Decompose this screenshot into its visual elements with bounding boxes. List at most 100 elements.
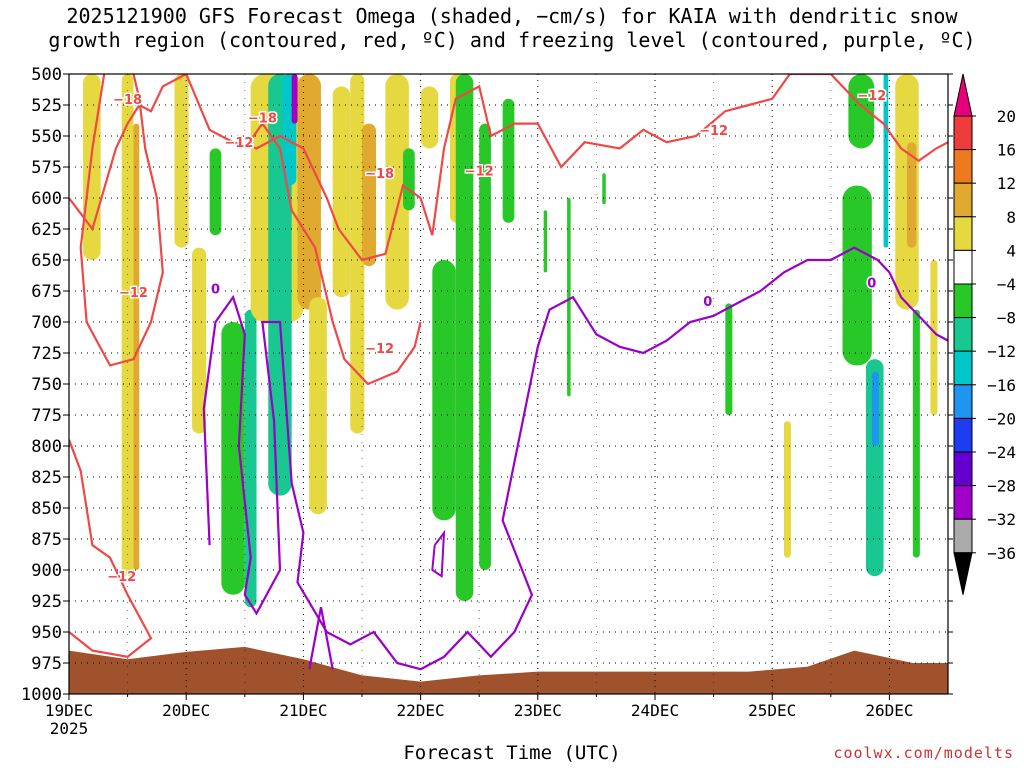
omega-shade-24	[502, 98, 515, 223]
x-tick-label-6: 25DEC	[748, 701, 796, 720]
colorbar-segment-5	[953, 249, 973, 285]
omega-shade-4	[192, 247, 207, 434]
dgz-contour-label-9: −12	[857, 89, 886, 104]
omega-shade-18	[403, 148, 415, 211]
colorbar-segment-2	[953, 149, 973, 184]
freezing-contour-label-0: 0	[211, 283, 220, 298]
dgz-contour-label-8: −12	[699, 124, 728, 139]
dgz-contour-label-3: −12	[119, 286, 148, 301]
omega-shade-33	[871, 371, 879, 446]
dgz-contour-upper	[69, 74, 948, 262]
y-tick-label-2: 550	[31, 127, 62, 147]
omega-shade-28	[725, 303, 733, 415]
dgz-contour-central	[243, 121, 422, 386]
omega-shade-38	[930, 260, 938, 415]
x-tick-sublabel-0: 2025	[50, 719, 89, 738]
y-tick-label-13: 825	[31, 468, 62, 488]
omega-shade-6	[221, 322, 245, 595]
omega-shade-13	[309, 297, 327, 515]
colorbar: 20 16 12 8 4 −4 −8 −12 −16 −20 −24 −28 −32 −36	[953, 73, 1016, 595]
colorbar-segment-4	[953, 216, 973, 251]
colorbar-segment-9	[953, 384, 973, 419]
colorbar-label-7: −12	[987, 342, 1016, 361]
y-tick-label-15: 875	[31, 530, 62, 550]
colorbar-label-0: 20	[997, 107, 1016, 126]
credit-link[interactable]: coolwx.com/modelts	[833, 744, 1014, 762]
omega-shade-26	[567, 198, 571, 397]
y-tick-label-5: 625	[31, 220, 62, 240]
dgz-contour-lower	[69, 439, 153, 658]
y-tick-label-17: 925	[31, 592, 62, 612]
y-tick-label-10: 750	[31, 375, 62, 395]
dgz-contour-label-0: −18	[113, 93, 142, 108]
y-tick-label-3: 575	[31, 158, 62, 178]
dgz-contour-label-1: −18	[248, 111, 277, 126]
y-tick-label-19: 975	[31, 654, 62, 674]
colorbar-label-13: −36	[987, 544, 1016, 563]
omega-shade-25	[543, 210, 548, 273]
colorbar-label-4: 4	[1006, 241, 1016, 260]
colorbar-bottom-arrow	[953, 552, 973, 595]
title-line-1: 2025121900 GFS Forecast Omega (shaded, −…	[66, 4, 958, 28]
omega-shade-1	[121, 74, 134, 577]
omega-shade-20	[432, 260, 456, 521]
omega-shade-27	[602, 173, 606, 205]
colorbar-label-11: −28	[987, 477, 1016, 496]
freezing-contour-label-2: 0	[867, 276, 876, 291]
omega-shade-16	[362, 123, 377, 267]
colorbar-segment-3	[953, 182, 973, 218]
chart-title: 2025121900 GFS Forecast Omega (shaded, −…	[0, 4, 1024, 52]
y-tick-label-20: 1000	[21, 685, 62, 705]
omega-shade-36	[906, 142, 917, 248]
omega-shade-37	[912, 309, 920, 558]
title-line-2: growth region (contoured, red, ºC) and f…	[48, 28, 976, 52]
omega-shade-2	[133, 123, 140, 570]
colorbar-label-2: 12	[997, 174, 1016, 193]
y-tick-label-12: 800	[31, 437, 62, 457]
dgz-contour-label-5: −12	[365, 342, 394, 357]
omega-shade-0	[83, 74, 101, 260]
dgz-contour-label-7: −18	[365, 167, 394, 182]
colorbar-segment-1	[953, 115, 973, 151]
y-tick-label-9: 725	[31, 344, 62, 364]
omega-shade-14	[332, 86, 351, 298]
colorbar-segment-13	[953, 518, 973, 554]
y-tick-label-16: 900	[31, 561, 62, 581]
colorbar-segment-6	[953, 283, 973, 319]
y-tick-label-14: 850	[31, 499, 62, 519]
omega-shade-30	[848, 74, 875, 149]
colorbar-label-12: −32	[987, 510, 1016, 529]
freezing-contour-ring	[431, 529, 446, 578]
y-tick-label-8: 700	[31, 313, 62, 333]
x-tick-label-1: 20DEC	[162, 701, 210, 720]
x-tick-label-5: 24DEC	[631, 701, 679, 720]
colorbar-label-6: −8	[997, 309, 1016, 328]
x-tick-label-2: 21DEC	[279, 701, 327, 720]
y-tick-label-6: 650	[31, 251, 62, 271]
y-tick-label-1: 525	[31, 96, 62, 116]
x-axis-label: Forecast Time (UTC)	[403, 742, 621, 764]
omega-shade-12	[297, 74, 321, 310]
x-tick-label-4: 23DEC	[514, 701, 562, 720]
freezing-contour-label-1: 0	[703, 295, 712, 310]
omega-shade-29	[783, 421, 791, 558]
omega-shade-34	[883, 74, 889, 248]
dgz-contour-label-2: −12	[224, 136, 253, 151]
colorbar-label-8: −16	[987, 376, 1016, 395]
dgz-contour-west	[79, 74, 164, 367]
omega-shade-22	[455, 74, 474, 601]
plot-inner: −18 −18 −12 −12 −12 −12 −12 −18 −12 −12 0 0 0	[69, 74, 948, 694]
colorbar-segment-11	[953, 451, 973, 487]
freezing-contour	[202, 246, 948, 671]
colorbar-label-5: −4	[997, 275, 1016, 294]
colorbar-label-1: 16	[997, 141, 1016, 160]
y-tick-label-0: 500	[31, 65, 62, 85]
omega-shade-19	[420, 86, 439, 149]
freezing-contour-islet	[308, 606, 334, 670]
ground-terrain	[69, 646, 948, 694]
x-tick-label-3: 22DEC	[397, 701, 445, 720]
colorbar-label-9: −20	[987, 409, 1016, 428]
y-tick-label-18: 950	[31, 623, 62, 643]
colorbar-label-3: 8	[1006, 208, 1016, 227]
